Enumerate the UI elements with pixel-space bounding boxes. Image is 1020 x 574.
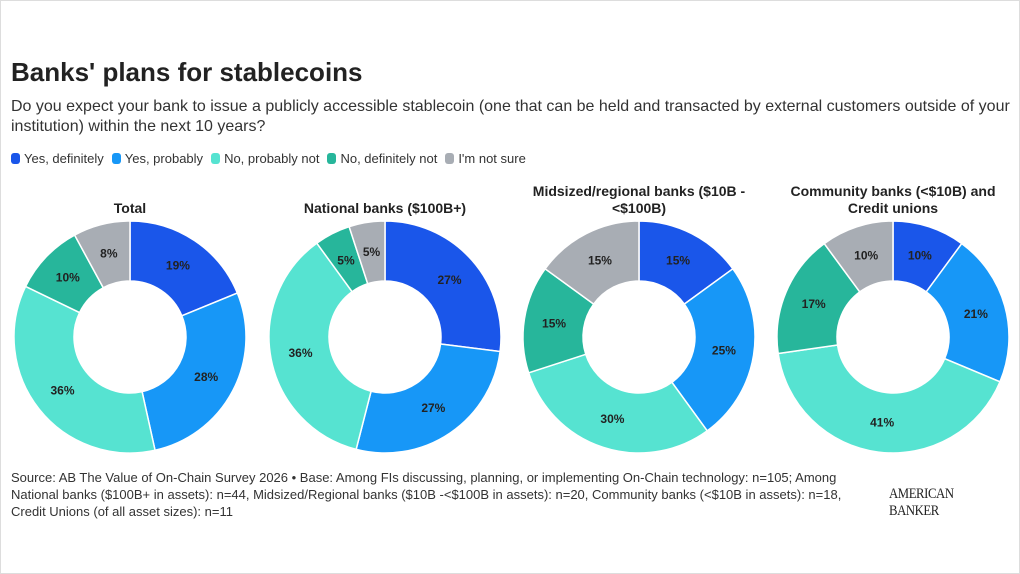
donut-slice[interactable] xyxy=(527,353,709,454)
legend-label: No, probably not xyxy=(224,151,320,166)
slice-label: 19% xyxy=(166,259,190,273)
legend-swatch xyxy=(11,153,20,164)
legend-label: I'm not sure xyxy=(458,151,526,166)
donut-slice[interactable] xyxy=(670,267,756,432)
donut-slice[interactable] xyxy=(544,220,640,306)
slice-label: 27% xyxy=(421,401,445,415)
donut-slice[interactable] xyxy=(268,242,372,451)
slice-label: 41% xyxy=(870,415,894,429)
donut-title-midsized: Midsized/regional banks ($10B -<$100B) xyxy=(532,183,746,216)
slice-label: 10% xyxy=(908,248,932,262)
slice-label: 10% xyxy=(56,271,80,285)
donut-title-total: Total xyxy=(113,200,147,216)
legend-label: No, definitely not xyxy=(340,151,438,166)
donut-slice[interactable] xyxy=(141,292,247,452)
legend-item[interactable]: Yes, probably xyxy=(111,151,204,166)
slice-label: 15% xyxy=(588,253,612,267)
chart-subtitle: Do you expect your bank to issue a publi… xyxy=(11,98,1010,135)
legend-label: Yes, definitely xyxy=(24,151,104,166)
slice-label: 25% xyxy=(712,343,736,357)
donut-slice[interactable] xyxy=(129,220,239,317)
slice-label: 17% xyxy=(802,297,826,311)
donut-slice[interactable] xyxy=(384,220,502,353)
slice-label: 28% xyxy=(194,370,218,384)
slice-label: 21% xyxy=(964,307,988,321)
donut-title-national: National banks ($100B+) xyxy=(303,200,467,216)
chart-title: Banks' plans for stablecoins xyxy=(11,57,363,87)
donut-slice[interactable] xyxy=(73,220,131,289)
legend-item[interactable]: No, definitely not xyxy=(327,151,437,166)
donut-title-community: Community banks (<$10B) and Credit union… xyxy=(790,183,996,216)
donut-slice[interactable] xyxy=(13,285,156,454)
donut-slice[interactable] xyxy=(348,220,386,285)
slice-label: 36% xyxy=(289,346,313,360)
donut-slice[interactable] xyxy=(355,343,501,454)
legend-item[interactable]: I'm not sure xyxy=(445,151,526,166)
legend: Yes, definitely Yes, probably No, probab… xyxy=(11,151,526,166)
slice-label: 15% xyxy=(666,253,690,267)
source-note: Source: AB The Value of On-Chain Survey … xyxy=(11,470,842,519)
slice-label: 27% xyxy=(437,273,461,287)
donut-slice[interactable] xyxy=(823,220,894,293)
slice-label: 10% xyxy=(854,248,878,262)
american-banker-logo: AMERICAN BANKER xyxy=(889,486,954,519)
slice-label: 5% xyxy=(337,253,355,267)
legend-swatch xyxy=(211,153,221,164)
slice-label: 30% xyxy=(600,412,624,426)
slice-label: 36% xyxy=(51,383,75,397)
legend-item[interactable]: No, probably not xyxy=(211,151,319,166)
donut-slice[interactable] xyxy=(777,344,1001,454)
slice-label: 15% xyxy=(542,317,566,331)
slice-label: 5% xyxy=(363,245,381,259)
legend-swatch xyxy=(111,153,121,164)
legend-label: Yes, probably xyxy=(124,151,204,166)
legend-swatch xyxy=(445,153,455,164)
legend-item[interactable]: Yes, definitely xyxy=(11,151,104,166)
slice-label: 8% xyxy=(100,247,118,261)
legend-swatch xyxy=(327,153,337,164)
donut-slice[interactable] xyxy=(925,242,1010,383)
